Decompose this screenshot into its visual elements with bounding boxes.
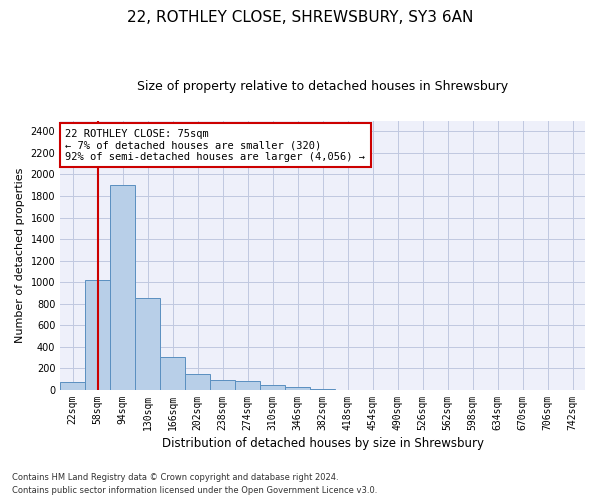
Bar: [260, 384, 285, 390]
Bar: [85, 280, 110, 390]
Text: Contains public sector information licensed under the Open Government Licence v3: Contains public sector information licen…: [12, 486, 377, 495]
Bar: [60, 382, 85, 390]
Text: 22, ROTHLEY CLOSE, SHREWSBURY, SY3 6AN: 22, ROTHLEY CLOSE, SHREWSBURY, SY3 6AN: [127, 10, 473, 25]
Bar: [135, 298, 160, 390]
Bar: [185, 374, 210, 390]
Text: Contains HM Land Registry data © Crown copyright and database right 2024.: Contains HM Land Registry data © Crown c…: [12, 474, 338, 482]
Y-axis label: Number of detached properties: Number of detached properties: [15, 168, 25, 343]
Bar: [235, 382, 260, 390]
Bar: [285, 386, 310, 390]
Title: Size of property relative to detached houses in Shrewsbury: Size of property relative to detached ho…: [137, 80, 508, 93]
Bar: [160, 357, 185, 390]
Bar: [210, 380, 235, 390]
X-axis label: Distribution of detached houses by size in Shrewsbury: Distribution of detached houses by size …: [161, 437, 484, 450]
Bar: [110, 185, 135, 390]
Bar: [310, 389, 335, 390]
Text: 22 ROTHLEY CLOSE: 75sqm
← 7% of detached houses are smaller (320)
92% of semi-de: 22 ROTHLEY CLOSE: 75sqm ← 7% of detached…: [65, 128, 365, 162]
